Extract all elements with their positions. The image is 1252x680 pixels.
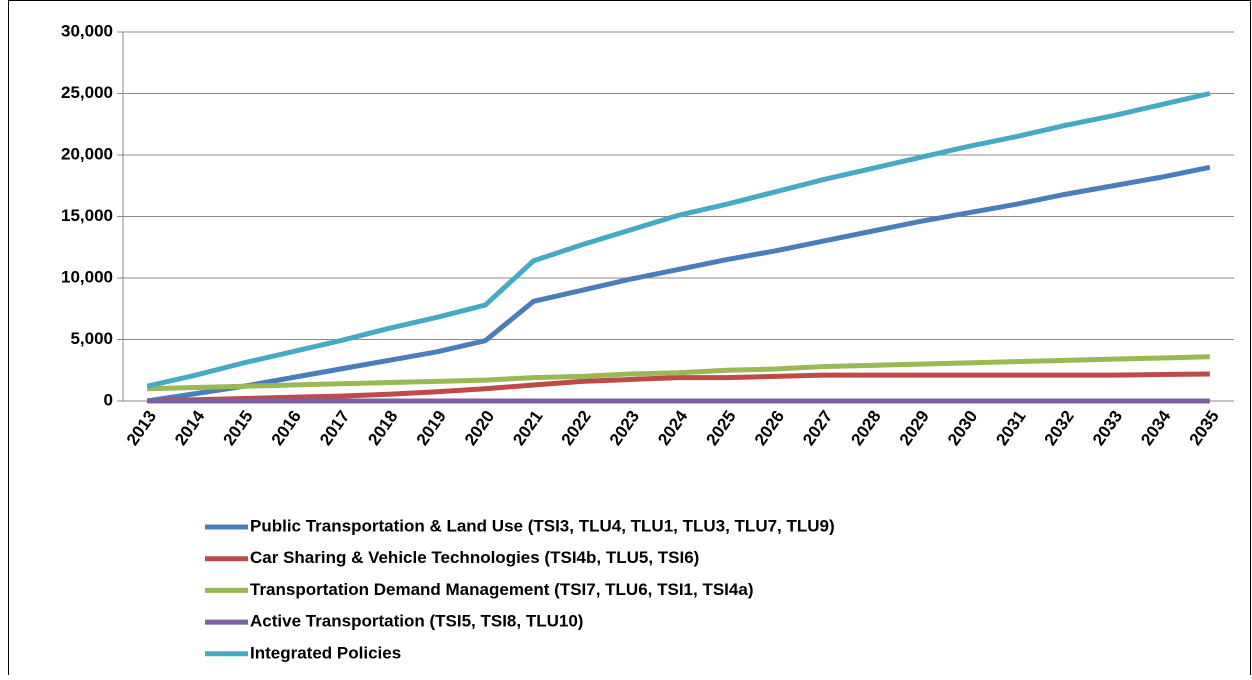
x-tick-label: 2031 (992, 407, 1029, 449)
x-tick-label: 2018 (364, 407, 401, 449)
x-tick-label: 2029 (896, 407, 933, 449)
y-tick-label: 5,000 (70, 329, 113, 348)
x-tick-label: 2013 (123, 407, 160, 449)
y-tick-label: 30,000 (61, 21, 113, 40)
x-tick-label: 2019 (413, 407, 450, 449)
y-tick-label: 15,000 (61, 206, 113, 225)
y-tick-label: 10,000 (61, 267, 113, 286)
y-tick-label: 25,000 (61, 83, 113, 102)
x-tick-label: 2033 (1089, 407, 1126, 449)
series-line (147, 354, 1210, 392)
x-tick-label: 2025 (702, 407, 739, 449)
series-line (146, 91, 1211, 389)
series-line (146, 164, 1211, 404)
x-tick-label: 2020 (461, 407, 498, 449)
x-tick-label: 2030 (944, 407, 981, 449)
x-tick-label: 2028 (847, 407, 884, 449)
x-tick-label: 2026 (751, 407, 788, 449)
x-tick-label: 2016 (268, 407, 305, 449)
x-tick-label: 2035 (1186, 407, 1223, 449)
x-tick-label: 2021 (509, 407, 546, 449)
x-tick-label: 2015 (219, 407, 256, 449)
x-tick-label: 2032 (1041, 407, 1078, 449)
legend-label: Active Transportation (TSI5, TSI8, TLU10… (250, 612, 583, 631)
x-tick-label: 2024 (654, 407, 692, 449)
y-tick-label: 20,000 (61, 144, 113, 163)
legend-label: Car Sharing & Vehicle Technologies (TSI4… (250, 548, 699, 567)
legend-label: Integrated Policies (250, 643, 401, 662)
x-tick-label: 2017 (316, 407, 353, 449)
x-tick-label: 2014 (171, 407, 209, 449)
legend-label: Public Transportation & Land Use (TSI3, … (250, 516, 835, 535)
chart-border (8, 0, 1251, 680)
y-tick-label: 0 (104, 390, 113, 409)
x-tick-label: 2027 (799, 407, 836, 449)
legend-label: Transportation Demand Management (TSI7, … (250, 580, 753, 599)
x-tick-label: 2022 (558, 407, 595, 449)
x-tick-label: 2023 (606, 407, 643, 449)
series-line (147, 371, 1210, 404)
x-tick-label: 2034 (1137, 407, 1175, 449)
